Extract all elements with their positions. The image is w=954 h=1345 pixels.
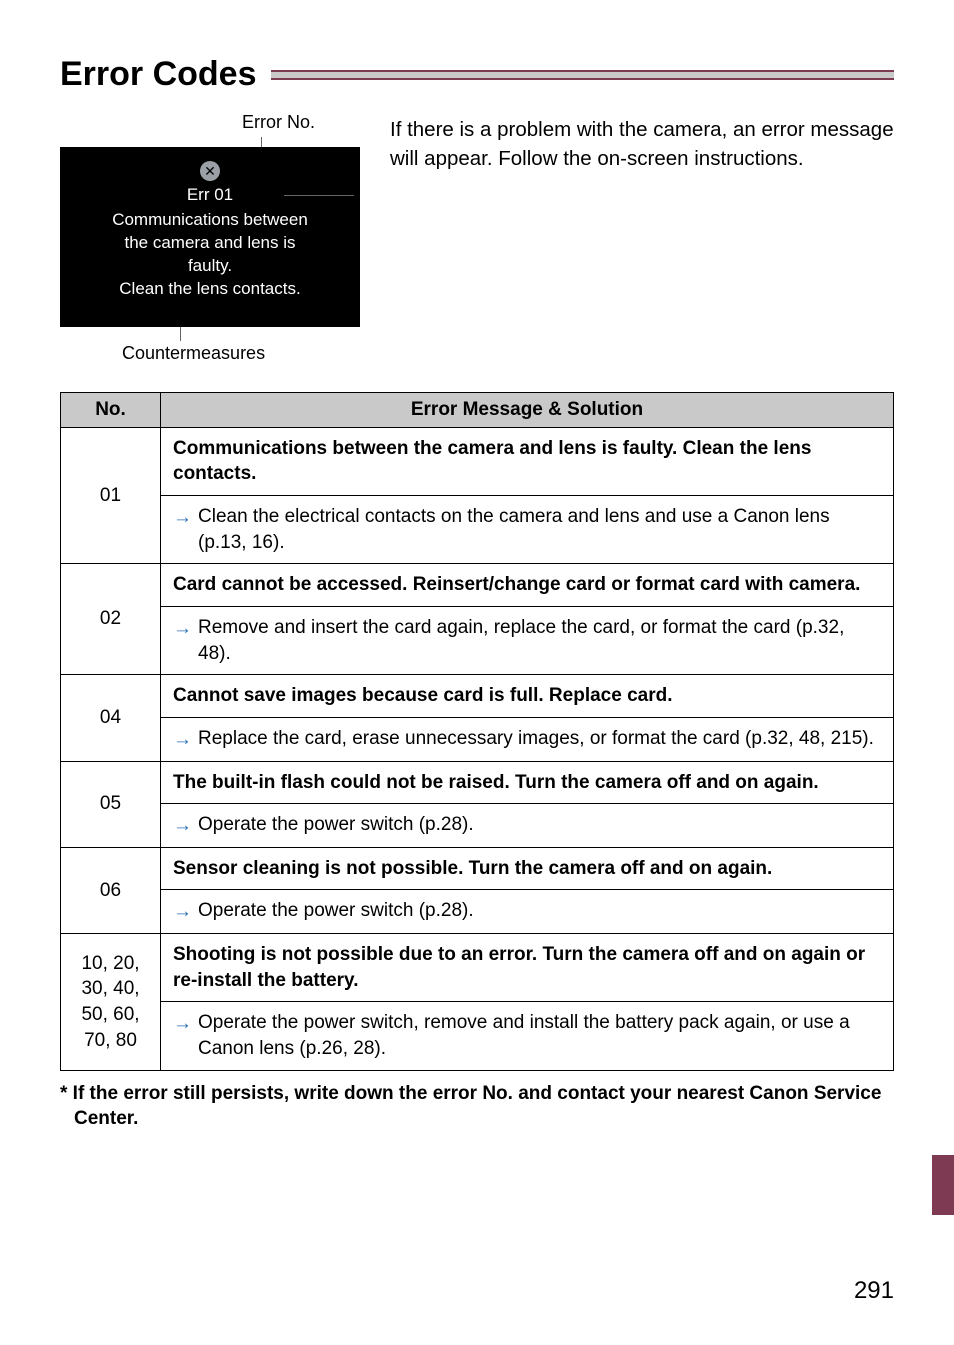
table-message-cell: Sensor cleaning is not possible. Turn th… (161, 847, 894, 890)
arrow-icon: → (173, 1010, 192, 1037)
table-no-cell: 10, 20, 30, 40, 50, 60, 70, 80 (61, 934, 161, 1071)
table-message-cell: Card cannot be accessed. Reinsert/change… (161, 564, 894, 607)
table-solution-cell: →Remove and insert the card again, repla… (161, 606, 894, 674)
page-number: 291 (854, 1277, 894, 1305)
intro-text: If there is a problem with the camera, a… (390, 112, 894, 364)
callout-line (284, 195, 354, 196)
solution-text: Replace the card, erase unnecessary imag… (198, 726, 874, 752)
error-code-text: Err 01 (187, 185, 233, 204)
table-no-cell: 06 (61, 847, 161, 933)
table-solution-cell: →Replace the card, erase unnecessary ima… (161, 717, 894, 761)
table-solution-cell: →Operate the power switch (p.28). (161, 804, 894, 848)
solution-text: Operate the power switch (p.28). (198, 812, 474, 838)
solution-text: Operate the power switch, remove and ins… (198, 1010, 881, 1061)
upper-section: Error No. ✕ Err 01 Communications betwee… (60, 112, 894, 364)
page-title: Error Codes (60, 55, 271, 94)
arrow-icon: → (173, 726, 192, 753)
table-message-cell: Communications between the camera and le… (161, 427, 894, 495)
countermeasures-label: Countermeasures (122, 343, 360, 364)
screenshot-column: Error No. ✕ Err 01 Communications betwee… (60, 112, 360, 364)
solution-text: Clean the electrical contacts on the cam… (198, 504, 881, 555)
msg-line: Communications between (68, 209, 352, 232)
msg-line: the camera and lens is (68, 232, 352, 255)
counter-line (180, 327, 360, 341)
error-table: No. Error Message & Solution 01Communica… (60, 392, 894, 1071)
table-no-cell: 02 (61, 564, 161, 675)
table-no-cell: 05 (61, 761, 161, 847)
table-message-cell: Cannot save images because card is full.… (161, 675, 894, 718)
error-code: Err 01 (68, 185, 352, 205)
table-solution-cell: →Operate the power switch, remove and in… (161, 1002, 894, 1070)
arrow-icon: → (173, 898, 192, 925)
error-no-label: Error No. (60, 112, 360, 133)
header-no: No. (61, 392, 161, 427)
table-no-cell: 04 (61, 675, 161, 761)
msg-line: Clean the lens contacts. (68, 278, 352, 301)
arrow-icon: → (173, 615, 192, 642)
header-msg: Error Message & Solution (161, 392, 894, 427)
title-bar (271, 70, 895, 80)
screenshot-message: Communications between the camera and le… (68, 209, 352, 301)
table-solution-cell: →Operate the power switch (p.28). (161, 890, 894, 934)
close-icon: ✕ (200, 161, 220, 181)
arrow-icon: → (173, 504, 192, 531)
msg-line: faulty. (68, 255, 352, 278)
error-no-line (60, 137, 262, 147)
arrow-icon: → (173, 812, 192, 839)
solution-text: Remove and insert the card again, replac… (198, 615, 881, 666)
solution-text: Operate the power switch (p.28). (198, 898, 474, 924)
table-message-cell: The built-in flash could not be raised. … (161, 761, 894, 804)
footnote: * If the error still persists, write dow… (60, 1081, 894, 1132)
side-tab (932, 1155, 954, 1215)
title-row: Error Codes (60, 55, 894, 94)
table-solution-cell: →Clean the electrical contacts on the ca… (161, 496, 894, 564)
table-message-cell: Shooting is not possible due to an error… (161, 934, 894, 1002)
error-screenshot: ✕ Err 01 Communications between the came… (60, 147, 360, 327)
table-no-cell: 01 (61, 427, 161, 564)
